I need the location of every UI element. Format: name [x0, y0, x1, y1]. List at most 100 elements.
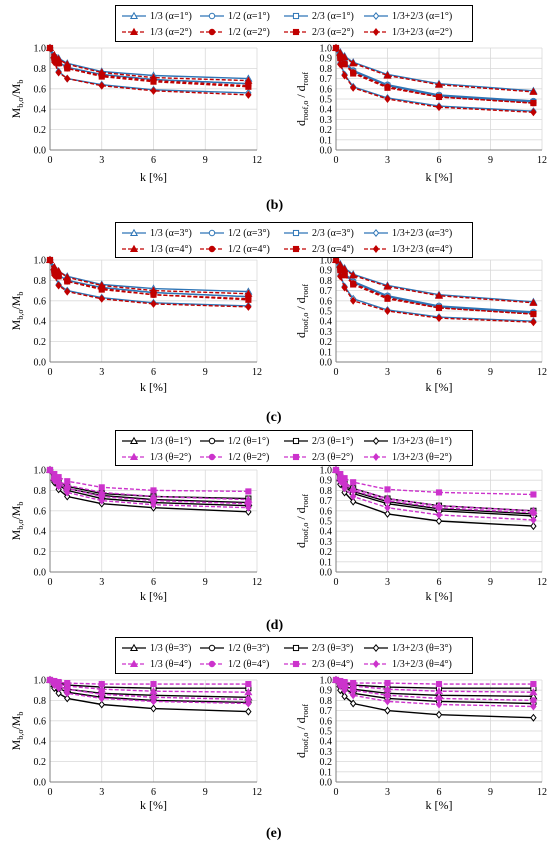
y-tick-label: 0.6: [320, 716, 333, 727]
data-point: [150, 291, 157, 298]
x-tick-label: 12: [252, 155, 262, 166]
legend-entry: 2/3 (α=1°): [283, 9, 354, 23]
legend-swatch: [200, 12, 224, 20]
legend-entry: 1/3 (α=4°): [121, 242, 192, 256]
legend-swatch: [200, 245, 224, 253]
legend-entry: 1/2 (θ=1°): [199, 434, 269, 448]
legend-label: 1/3+2/3 (θ=1°): [392, 435, 452, 447]
legend-b: 1/3 (α=1°) 1/2 (α=1°) 2/3 (α=1°) 1/3+2/3 (α…: [115, 5, 473, 42]
series-line: [335, 47, 534, 93]
data-point: [349, 59, 358, 67]
y-tick-label: 0.4: [34, 317, 47, 328]
legend-c: 1/3 (α=3°) 1/2 (α=3°) 2/3 (α=3°) 1/3+2/3 (α…: [115, 222, 473, 258]
data-point: [350, 479, 357, 486]
y-tick-label: 0.0: [320, 146, 333, 157]
y-tick-label: 1.0: [320, 256, 333, 267]
x-tick-label: 3: [99, 577, 104, 588]
x-tick-label: 0: [334, 787, 339, 798]
panel-label: (b): [266, 198, 284, 213]
chart-b-roof-drift: 0.00.10.20.30.40.50.60.70.80.91.0 0 3 6 9 12 k…: [294, 44, 547, 185]
series-line: [49, 469, 249, 501]
data-point: [51, 476, 58, 485]
legend-label: 1/3+2/3 (θ=4°): [392, 658, 452, 670]
data-point: [98, 484, 105, 491]
y-tick-label: 0.6: [34, 716, 47, 727]
legend-swatch: [364, 244, 388, 254]
legend-label: 1/2 (α=3°): [228, 227, 270, 239]
y-axis-label: droof,o / droof: [294, 494, 310, 548]
data-point: [245, 707, 252, 716]
data-point: [55, 68, 62, 77]
y-tick-label: 0.9: [320, 266, 333, 277]
series: [332, 43, 537, 116]
legend-swatch: [200, 644, 224, 652]
y-tick-label: 1.0: [34, 676, 47, 687]
legend-entry: 1/3+2/3 (α=3°): [363, 226, 452, 240]
y-tick-label: 0.1: [320, 557, 333, 568]
data-point: [349, 83, 357, 92]
x-tick-label: 0: [48, 577, 53, 588]
data-point: [98, 496, 105, 505]
legend-swatch: [284, 229, 308, 237]
series-line: [49, 47, 249, 80]
series-line: [335, 679, 534, 685]
data-point: [349, 691, 357, 700]
y-axis-label: droof,o / droof: [294, 704, 310, 758]
data-point: [51, 681, 58, 690]
legend-entry: 1/2 (α=4°): [199, 242, 270, 256]
legend-entry: 1/3 (θ=3°): [121, 641, 191, 655]
y-tick-label: 0.0: [320, 568, 333, 579]
x-tick-label: 3: [385, 787, 390, 798]
x-tick-label: 0: [334, 155, 339, 166]
x-tick-label: 6: [437, 155, 442, 166]
legend-entry: 2/3 (θ=2°): [283, 450, 353, 464]
data-point: [350, 680, 357, 687]
data-point: [384, 497, 391, 504]
legend-swatch: [284, 12, 308, 20]
data-point: [337, 477, 344, 486]
legend-swatch: [284, 28, 308, 36]
data-point: [434, 686, 444, 695]
data-point: [98, 294, 105, 303]
data-point: [337, 272, 344, 281]
legend-label: 1/3+2/3 (θ=3°): [392, 642, 452, 654]
legend-swatch: [122, 659, 146, 668]
data-point: [529, 298, 538, 306]
data-point: [245, 503, 252, 512]
y-tick-label: 0.1: [320, 347, 333, 358]
data-point: [435, 681, 443, 688]
data-point: [64, 492, 71, 501]
chart-e-moment: 0.0 0.2 0.4 0.6 0.8 1.0 0 3 6 9 12 k [%] Mb,o/Mb: [9, 676, 262, 813]
legend-swatch: [284, 660, 308, 668]
legend-swatch: [122, 643, 146, 652]
data-point: [341, 475, 348, 482]
y-tick-label: 0.3: [320, 115, 333, 126]
y-tick-label: 0.0: [320, 358, 333, 369]
legend-swatch: [364, 228, 388, 238]
data-point: [51, 58, 58, 67]
x-tick-label: 0: [48, 155, 53, 166]
figure-panel-e: 0.00.20.40.60.81.00 3 6 9 12k [%]Mb,o/Mb0.0 0…: [9, 676, 547, 813]
data-point: [46, 675, 54, 685]
legend-label: 1/2 (α=2°): [228, 26, 270, 38]
legend-entry: 2/3 (θ=4°): [283, 657, 353, 671]
chart-c-roof-drift: 0.00.10.20.30.40.50.60.70.80.91.0 0 3 6 9 12 k…: [294, 256, 547, 395]
data-point: [384, 706, 391, 715]
data-point: [349, 497, 357, 506]
x-tick-label: 12: [252, 787, 262, 798]
data-point: [64, 278, 71, 285]
data-point: [150, 704, 157, 713]
legend-label: 2/3 (α=3°): [312, 227, 354, 239]
legend-swatch: [364, 436, 388, 446]
x-tick-label: 3: [385, 367, 390, 378]
y-tick-label: 0.0: [34, 778, 47, 789]
legend-label: 1/2 (α=1°): [228, 10, 270, 22]
data-point: [337, 60, 344, 69]
x-tick-label: 9: [203, 577, 208, 588]
data-point: [64, 287, 71, 296]
data-point: [98, 73, 105, 80]
legend-entry: 1/3+2/3 (θ=3°): [363, 641, 452, 655]
data-point: [245, 507, 252, 516]
x-tick-label: 0: [48, 367, 53, 378]
legend-entry: 1/3 (θ=4°): [121, 657, 191, 671]
